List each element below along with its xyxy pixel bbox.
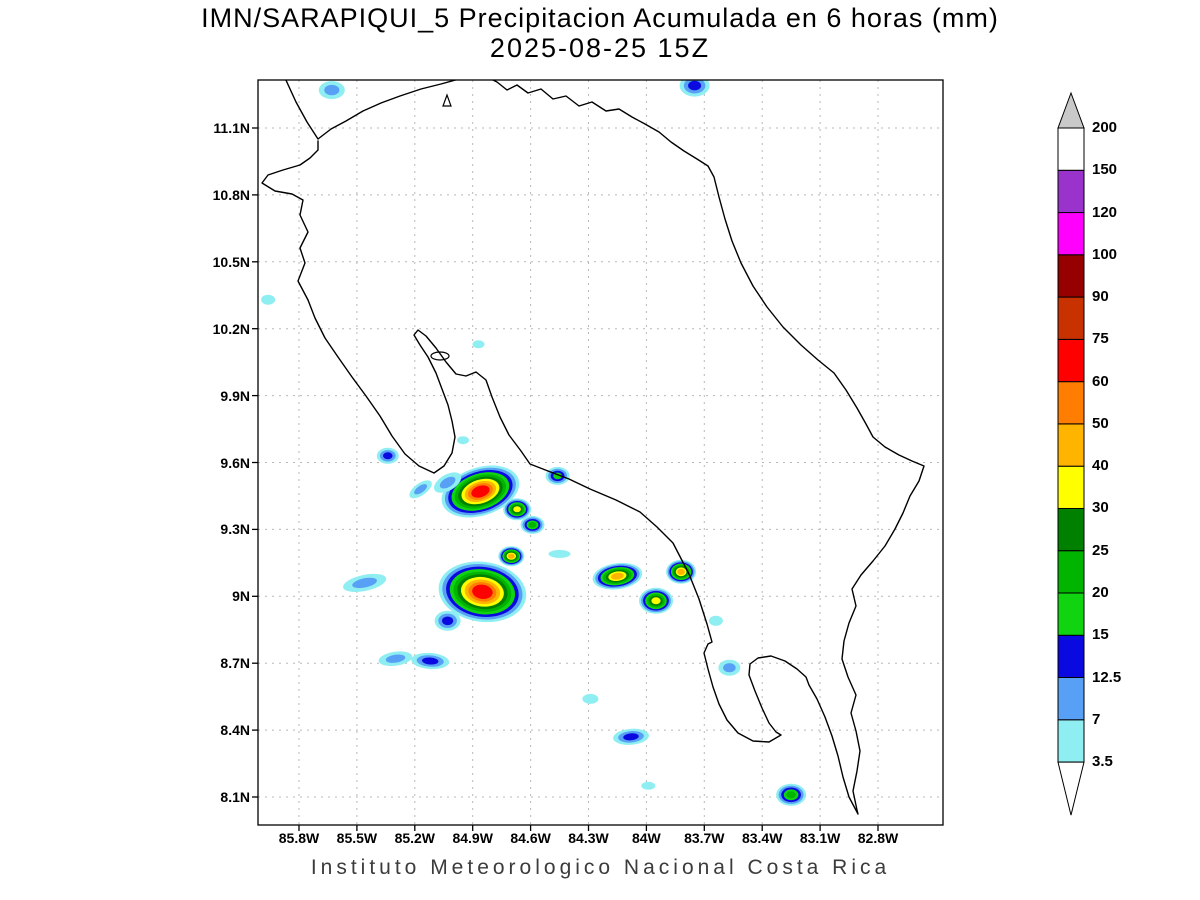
precip-contour-ring	[472, 584, 493, 599]
colorbar-under-arrow	[1057, 761, 1085, 816]
colorbar-segment	[1057, 719, 1085, 763]
footer-credit: Instituto Meteorologico Nacional Costa R…	[310, 856, 891, 879]
x-tick-label: 83.7W	[684, 830, 725, 846]
precip-contour-ring	[385, 654, 406, 663]
y-tick-label: 9N	[232, 588, 250, 605]
precip-contour-ring	[472, 340, 485, 349]
y-tick-label: 8.1N	[220, 789, 250, 805]
precip-contour-ring	[623, 733, 639, 741]
colorbar-segment	[1057, 296, 1085, 340]
colorbar-segment	[1057, 465, 1085, 509]
colorbar-segment	[1057, 423, 1085, 467]
x-tick-label: 83.4W	[741, 830, 783, 846]
x-tick-label: 84.9W	[452, 830, 493, 846]
grid-lines	[258, 80, 943, 825]
precip-contour-ring	[439, 476, 456, 489]
precip-contour-ring	[383, 452, 393, 460]
precip-contour-ring	[352, 577, 377, 589]
y-tick-label: 9.9N	[220, 387, 250, 404]
x-tick-label: 85.2W	[394, 830, 436, 846]
costa-rica-coastline	[261, 80, 925, 815]
colorbar-label: 30	[1092, 499, 1109, 517]
precipitation-shading	[261, 80, 807, 806]
precip-contour-ring	[651, 597, 661, 605]
precip-contour-ring	[548, 549, 571, 558]
colorbar-segment	[1057, 338, 1085, 383]
colorbar-label: 12.5	[1092, 668, 1122, 686]
colorbar-label: 120	[1092, 203, 1118, 221]
precip-contour-ring	[677, 568, 685, 575]
precip-contour-ring	[508, 553, 515, 559]
axis-ticks	[252, 127, 879, 831]
precip-contour-ring	[513, 506, 521, 513]
coastline-path	[261, 80, 925, 815]
x-tick-label: 85.5W	[336, 830, 378, 846]
precip-contour-ring	[528, 522, 537, 528]
chira-island-outline	[430, 351, 450, 361]
colorbar-label: 20	[1092, 583, 1109, 601]
y-tick-label: 11.1N	[213, 120, 250, 136]
lake-island-outline	[442, 93, 452, 107]
y-tick-label: 9.3N	[220, 521, 250, 538]
chart-title: IMN/SARAPIQUI_5 Precipitacion Acumulada …	[201, 3, 999, 33]
colorbar-segment	[1057, 592, 1085, 636]
precip-contour-ring	[471, 485, 490, 498]
precip-contour-ring	[688, 80, 702, 91]
precip-contour-ring	[708, 615, 723, 626]
precip-contour-ring	[723, 663, 736, 673]
x-tick-label: 85.8W	[278, 830, 320, 846]
colorbar-label: 150	[1092, 161, 1118, 179]
precip-contour-ring	[611, 572, 624, 580]
y-tick-label: 8.7N	[220, 655, 250, 672]
y-tick-label: 9.6N	[220, 454, 250, 471]
colorbar-label: 60	[1092, 372, 1109, 390]
precip-contour-ring	[641, 781, 656, 790]
x-tick-label: 84.6W	[510, 830, 551, 846]
colorbar-segment	[1057, 212, 1085, 256]
precip-contour-ring	[324, 84, 340, 96]
colorbar-segment	[1057, 634, 1085, 678]
y-tick-label: 10.5N	[212, 253, 250, 270]
x-tick-label: 84W	[631, 830, 661, 846]
colorbar	[1057, 91, 1085, 816]
colorbar-label: 3.5	[1092, 753, 1113, 771]
colorbar-segment	[1057, 677, 1085, 721]
precip-contour-ring	[422, 657, 439, 665]
colorbar-label: 200	[1092, 119, 1118, 136]
colorbar-label: 90	[1092, 288, 1109, 306]
colorbar-segment	[1057, 550, 1085, 594]
y-tick-label: 8.4N	[220, 722, 250, 739]
precip-contour-ring	[457, 436, 469, 445]
colorbar-segment	[1057, 169, 1085, 214]
y-tick-label: 10.2N	[212, 320, 250, 337]
colorbar-segment	[1057, 254, 1085, 298]
precip-contour-ring	[786, 791, 796, 799]
colorbar-label: 15	[1092, 626, 1109, 644]
chart-subtitle: 2025-08-25 15Z	[489, 33, 711, 63]
colorbar-label: 75	[1092, 330, 1109, 348]
precip-contour-ring	[414, 484, 428, 495]
y-tick-label: 10.8N	[212, 186, 250, 203]
precip-contour-ring	[582, 693, 599, 704]
colorbar-over-arrow	[1057, 91, 1085, 129]
x-tick-label: 84.3W	[568, 830, 609, 846]
colorbar-segment	[1057, 127, 1085, 171]
colorbar-label: 50	[1092, 414, 1109, 432]
x-tick-label: 82.8W	[857, 830, 899, 846]
colorbar-segment	[1057, 381, 1085, 425]
colorbar-label: 40	[1092, 457, 1109, 475]
precip-contour-ring	[442, 616, 454, 626]
colorbar-segment	[1057, 507, 1085, 552]
precip-contour-ring	[261, 294, 276, 305]
colorbar-label: 7	[1092, 710, 1101, 728]
x-tick-label: 83.1W	[799, 830, 841, 846]
colorbar-label: 25	[1092, 541, 1109, 559]
plot-frame	[257, 79, 944, 826]
colorbar-label: 100	[1092, 245, 1118, 263]
